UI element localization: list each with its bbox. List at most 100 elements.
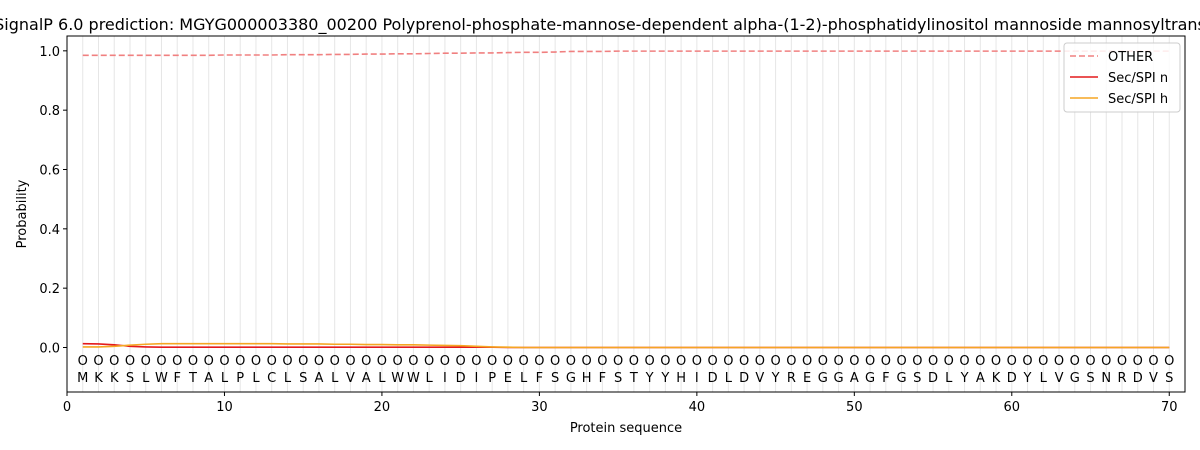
x-tick-label: 40 xyxy=(689,400,706,415)
region-marker: O xyxy=(235,354,245,369)
region-marker: O xyxy=(487,354,497,369)
region-marker: O xyxy=(471,354,481,369)
residue-label: G xyxy=(566,371,576,386)
region-marker: O xyxy=(707,354,717,369)
legend-box xyxy=(1063,42,1181,113)
residue-label: M xyxy=(77,371,88,386)
residue-label: Y xyxy=(771,371,780,386)
residue-label: L xyxy=(252,371,260,386)
residue-label: Y xyxy=(1023,371,1032,386)
residue-label: L xyxy=(426,371,434,386)
region-marker: O xyxy=(361,354,371,369)
region-marker: O xyxy=(629,354,639,369)
residue-label: H xyxy=(676,371,686,386)
y-axis-title: Probability xyxy=(15,179,30,248)
region-marker: O xyxy=(786,354,796,369)
region-marker: O xyxy=(833,354,843,369)
region-marker: O xyxy=(141,354,151,369)
region-marker: O xyxy=(408,354,418,369)
region-marker: O xyxy=(912,354,922,369)
residue-label: F xyxy=(536,371,543,386)
region-marker: O xyxy=(204,354,214,369)
region-marker: O xyxy=(393,354,403,369)
region-marker: O xyxy=(550,354,560,369)
x-tick-label: 10 xyxy=(216,400,233,415)
region-marker: O xyxy=(645,354,655,369)
region-marker: O xyxy=(456,354,466,369)
series-line-0 xyxy=(82,50,1170,57)
region-marker: O xyxy=(282,354,292,369)
residue-label: S xyxy=(614,371,622,386)
residue-label: S xyxy=(299,371,307,386)
residue-label: H xyxy=(582,371,592,386)
residue-label: W xyxy=(407,371,420,386)
residue-label: P xyxy=(488,371,496,386)
region-marker: O xyxy=(660,354,670,369)
region-marker: O xyxy=(1164,354,1174,369)
residue-label: E xyxy=(504,371,512,386)
region-marker: O xyxy=(172,354,182,369)
region-marker: O xyxy=(267,354,277,369)
y-tick-label: 0.0 xyxy=(39,342,60,357)
residue-label: V xyxy=(755,371,764,386)
region-marker: O xyxy=(1148,354,1158,369)
region-marker: O xyxy=(613,354,623,369)
residue-label: V xyxy=(1149,371,1158,386)
region-marker: O xyxy=(1117,354,1127,369)
residue-label: S xyxy=(1086,371,1094,386)
region-marker: O xyxy=(440,354,450,369)
residue-label: Y xyxy=(960,371,969,386)
residue-label: C xyxy=(267,371,276,386)
region-marker: O xyxy=(896,354,906,369)
region-marker: O xyxy=(802,354,812,369)
residue-label: L xyxy=(221,371,229,386)
residue-label: V xyxy=(346,371,355,386)
residue-label: L xyxy=(331,371,339,386)
region-marker: O xyxy=(219,354,229,369)
region-marker: O xyxy=(944,354,954,369)
residue-label: R xyxy=(1117,371,1126,386)
residue-label: Y xyxy=(645,371,654,386)
residue-label: V xyxy=(1055,371,1064,386)
sequence-track: OMOKOKOSOLOWOFOTOAOLOPOLOCOLOSOAOLOVOAOL… xyxy=(77,354,1174,386)
x-tick-label: 0 xyxy=(63,400,71,415)
region-marker: O xyxy=(1133,354,1143,369)
residue-label: S xyxy=(913,371,921,386)
legend-label: Sec/SPI h xyxy=(1108,92,1168,107)
residue-label: L xyxy=(142,371,150,386)
y-tick-label: 0.6 xyxy=(39,164,60,179)
region-marker: O xyxy=(1101,354,1111,369)
residue-label: A xyxy=(976,371,985,386)
legend-label: Sec/SPI n xyxy=(1108,71,1168,86)
residue-label: L xyxy=(284,371,292,386)
y-tick-label: 0.4 xyxy=(39,223,60,238)
residue-label: G xyxy=(1070,371,1080,386)
x-axis-title: Protein sequence xyxy=(570,421,682,436)
region-marker: O xyxy=(188,354,198,369)
region-marker: O xyxy=(424,354,434,369)
residue-label: L xyxy=(520,371,528,386)
region-marker: O xyxy=(991,354,1001,369)
region-marker: O xyxy=(156,354,166,369)
residue-label: K xyxy=(992,371,1001,386)
region-marker: O xyxy=(1085,354,1095,369)
y-axis: 0.0 0.2 0.4 0.6 0.8 1.0 xyxy=(39,45,67,357)
residue-label: G xyxy=(818,371,828,386)
residue-label: L xyxy=(945,371,953,386)
residue-label: Y xyxy=(660,371,669,386)
x-axis: 0 10 20 30 40 50 60 70 xyxy=(63,392,1178,415)
residue-label: D xyxy=(1133,371,1143,386)
residue-label: A xyxy=(204,371,213,386)
region-marker: O xyxy=(881,354,891,369)
residue-label: A xyxy=(850,371,859,386)
residue-label: D xyxy=(708,371,718,386)
residue-label: A xyxy=(362,371,371,386)
residue-label: T xyxy=(629,371,638,386)
y-tick-label: 0.8 xyxy=(39,104,60,119)
region-marker: O xyxy=(125,354,135,369)
x-tick-label: 50 xyxy=(846,400,863,415)
x-tick-label: 60 xyxy=(1004,400,1021,415)
